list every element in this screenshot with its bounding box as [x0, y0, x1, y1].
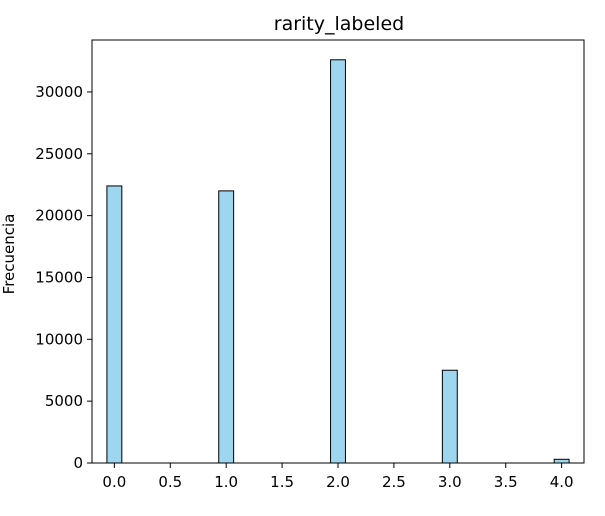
x-tick-label: 0.0: [102, 473, 126, 491]
x-tick-label: 3.0: [438, 473, 462, 491]
y-tick-label: 30000: [35, 83, 83, 101]
x-tick-label: 1.0: [214, 473, 238, 491]
x-tick-label: 4.0: [550, 473, 574, 491]
x-tick-label: 2.0: [326, 473, 350, 491]
y-tick-label: 0: [73, 454, 83, 472]
x-axis-ticks: 0.0 0.5 1.0 1.5 2.0 2.5 3.0 3.5 4.0: [102, 463, 574, 491]
y-tick-label: 25000: [35, 145, 83, 163]
histogram-bar: [106, 185, 123, 464]
histogram-bar: [330, 59, 346, 464]
histogram-bar: [441, 369, 458, 464]
x-tick-label: 2.5: [382, 473, 406, 491]
chart-title: rarity_labeled: [274, 13, 404, 35]
x-tick-label: 0.5: [158, 473, 182, 491]
y-axis-ticks: 0 5000 10000 15000 20000 25000 30000: [35, 83, 92, 472]
y-tick-label: 20000: [35, 207, 83, 225]
y-axis-label: Frecuencia: [0, 214, 18, 295]
y-tick-label: 15000: [35, 268, 83, 286]
histogram-bar: [218, 190, 235, 464]
x-tick-label: 3.5: [494, 473, 518, 491]
plot-frame: [91, 39, 585, 464]
y-tick-label: 5000: [45, 392, 83, 410]
histogram-bar: [553, 458, 570, 464]
bars-layer: [106, 59, 570, 464]
x-tick-label: 1.5: [270, 473, 294, 491]
y-tick-label: 10000: [35, 330, 83, 348]
